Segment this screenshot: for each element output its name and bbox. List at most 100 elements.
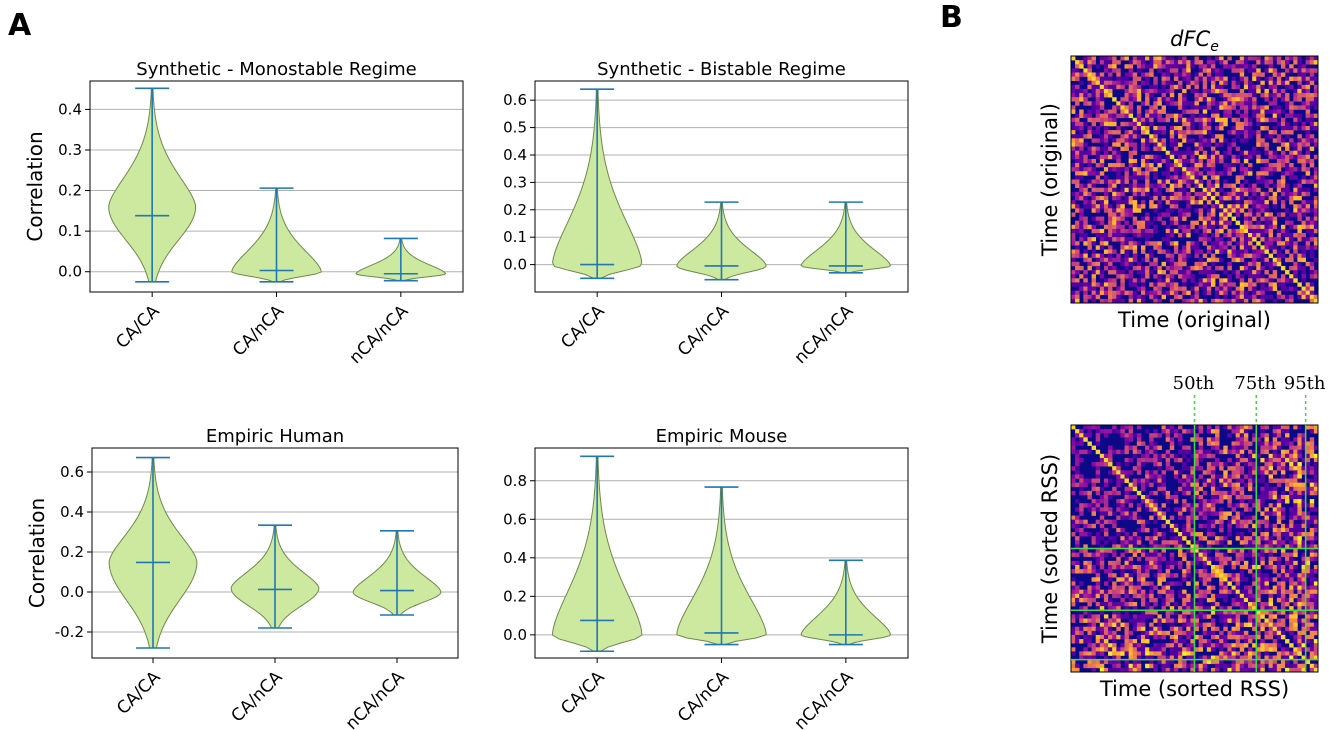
heatmap-cell bbox=[1087, 614, 1092, 619]
heatmap-cell bbox=[1293, 274, 1298, 279]
heatmap-cell bbox=[1178, 163, 1183, 168]
heatmap-cell bbox=[1268, 655, 1274, 660]
heatmap-cell bbox=[1289, 294, 1294, 300]
heatmap-cell bbox=[1276, 634, 1282, 640]
heatmap-cell bbox=[1260, 486, 1265, 492]
heatmap-cell bbox=[1087, 449, 1092, 455]
heatmap-cell bbox=[1145, 76, 1150, 81]
heatmap-cell bbox=[1112, 142, 1117, 147]
heatmap-cell bbox=[1194, 532, 1199, 537]
heatmap-cell bbox=[1157, 457, 1162, 463]
heatmap-cell bbox=[1272, 261, 1278, 267]
heatmap-cell bbox=[1206, 130, 1212, 135]
heatmap-cell bbox=[1116, 589, 1121, 595]
heatmap-cell bbox=[1293, 249, 1298, 254]
heatmap-cell bbox=[1305, 187, 1311, 193]
heatmap-cell bbox=[1108, 618, 1113, 623]
heatmap-cell bbox=[1252, 298, 1257, 304]
heatmap-cell bbox=[1173, 113, 1179, 119]
heatmap-cell bbox=[1173, 560, 1179, 566]
heatmap-cell bbox=[1165, 154, 1171, 160]
heatmap-cell bbox=[1075, 175, 1080, 180]
heatmap-cell bbox=[1161, 667, 1166, 673]
heatmap-cell bbox=[1120, 134, 1125, 139]
heatmap-cell bbox=[1153, 261, 1158, 267]
heatmap-cell bbox=[1289, 441, 1294, 446]
heatmap-cell bbox=[1186, 457, 1191, 463]
heatmap-cell bbox=[1112, 639, 1117, 644]
heatmap-cell bbox=[1153, 56, 1158, 61]
heatmap-cell bbox=[1231, 117, 1236, 123]
heatmap-cell bbox=[1116, 253, 1121, 259]
heatmap-cell bbox=[1153, 60, 1158, 65]
heatmap-cell bbox=[1256, 195, 1261, 201]
heatmap-cell bbox=[1301, 589, 1306, 595]
heatmap-cell bbox=[1108, 237, 1113, 242]
heatmap-cell bbox=[1186, 245, 1191, 250]
heatmap-cell bbox=[1194, 294, 1199, 300]
heatmap-cell bbox=[1128, 88, 1134, 94]
heatmap-cell bbox=[1248, 195, 1253, 201]
heatmap-cell bbox=[1243, 519, 1249, 525]
heatmap-cell bbox=[1248, 552, 1253, 558]
heatmap-cell bbox=[1145, 602, 1150, 607]
heatmap-cell bbox=[1140, 618, 1146, 623]
heatmap-cell bbox=[1099, 499, 1105, 504]
heatmap-cell bbox=[1173, 294, 1179, 300]
heatmap-cell bbox=[1099, 84, 1105, 90]
heatmap-cell bbox=[1132, 515, 1138, 520]
heatmap-cell bbox=[1120, 474, 1125, 479]
heatmap-cell bbox=[1108, 253, 1113, 259]
heatmap-cell bbox=[1243, 610, 1249, 615]
heatmap-cell bbox=[1178, 589, 1183, 595]
heatmap-cell bbox=[1248, 294, 1253, 300]
heatmap-cell bbox=[1301, 457, 1306, 463]
heatmap-cell bbox=[1120, 569, 1125, 574]
heatmap-cell bbox=[1280, 540, 1286, 545]
heatmap-cell bbox=[1285, 667, 1290, 673]
heatmap-cell bbox=[1215, 569, 1220, 574]
heatmap-cell bbox=[1120, 597, 1125, 603]
heatmap-cell bbox=[1136, 224, 1142, 230]
heatmap-cell bbox=[1161, 597, 1166, 603]
heatmap-cell bbox=[1260, 494, 1265, 500]
heatmap-cell bbox=[1301, 204, 1306, 209]
heatmap-cell bbox=[1243, 298, 1249, 304]
heatmap-cell bbox=[1079, 486, 1084, 492]
heatmap-cell bbox=[1231, 125, 1236, 131]
heatmap-cell bbox=[1272, 200, 1278, 205]
heatmap-cell bbox=[1095, 651, 1101, 656]
heatmap-cell bbox=[1264, 257, 1269, 263]
heatmap-cell bbox=[1136, 503, 1142, 508]
heatmap-cell bbox=[1165, 425, 1171, 430]
heatmap-cell bbox=[1186, 72, 1191, 77]
heatmap-cell bbox=[1095, 64, 1101, 69]
heatmap-cell bbox=[1145, 228, 1150, 234]
heatmap-cell bbox=[1103, 167, 1109, 172]
heatmap-cell bbox=[1140, 298, 1146, 304]
heatmap-cell bbox=[1276, 556, 1282, 562]
heatmap-cell bbox=[1293, 490, 1298, 496]
heatmap-cell bbox=[1239, 569, 1245, 574]
heatmap-cell bbox=[1227, 532, 1232, 537]
heatmap-cell bbox=[1079, 519, 1084, 525]
heatmap-cell bbox=[1091, 294, 1096, 300]
heatmap-cell bbox=[1161, 577, 1166, 582]
heatmap-cell bbox=[1095, 233, 1101, 238]
heatmap-cell bbox=[1079, 125, 1084, 131]
heatmap-cell bbox=[1087, 560, 1092, 566]
heatmap-cell bbox=[1235, 441, 1241, 446]
heatmap-cell bbox=[1120, 241, 1125, 246]
heatmap-cell bbox=[1083, 437, 1088, 442]
heatmap-cell bbox=[1206, 630, 1212, 636]
heatmap-cell bbox=[1305, 425, 1311, 430]
heatmap-cell bbox=[1239, 253, 1245, 259]
heatmap-cell bbox=[1149, 626, 1154, 632]
heatmap-cell bbox=[1178, 532, 1183, 537]
heatmap-cell bbox=[1116, 220, 1121, 226]
heatmap-cell bbox=[1239, 265, 1245, 271]
heatmap-cell bbox=[1301, 630, 1306, 636]
heatmap-cell bbox=[1202, 220, 1208, 226]
heatmap-cell bbox=[1272, 532, 1278, 537]
heatmap-cell bbox=[1128, 154, 1134, 160]
